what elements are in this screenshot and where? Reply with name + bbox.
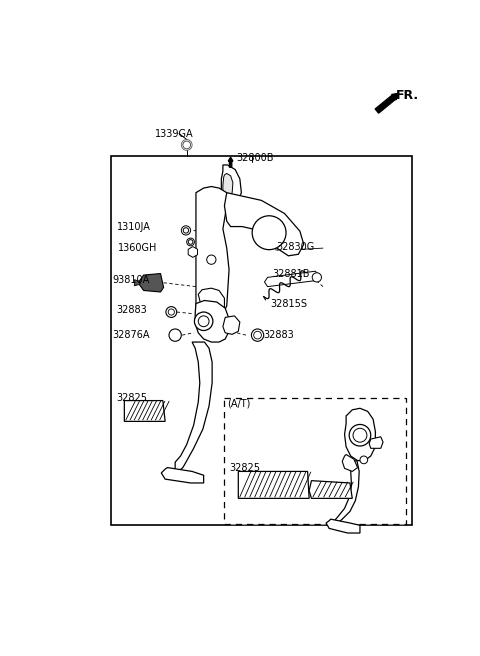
Circle shape <box>353 428 367 442</box>
Polygon shape <box>134 279 140 286</box>
FancyArrow shape <box>228 157 233 167</box>
Polygon shape <box>238 472 309 499</box>
Polygon shape <box>221 165 241 203</box>
Polygon shape <box>326 519 360 533</box>
Circle shape <box>183 141 191 149</box>
Text: 32800B: 32800B <box>237 153 274 163</box>
Circle shape <box>168 309 174 315</box>
Text: 1310JA: 1310JA <box>117 222 151 232</box>
Polygon shape <box>369 437 383 448</box>
Polygon shape <box>198 288 225 323</box>
Text: (A/T): (A/T) <box>228 399 251 409</box>
Polygon shape <box>225 193 304 256</box>
Polygon shape <box>161 468 204 483</box>
Circle shape <box>188 239 193 244</box>
Circle shape <box>198 316 209 327</box>
Polygon shape <box>223 173 233 198</box>
Text: 32876A: 32876A <box>112 330 149 340</box>
Circle shape <box>349 424 371 446</box>
Circle shape <box>169 329 181 341</box>
Circle shape <box>254 331 262 339</box>
Polygon shape <box>124 401 165 421</box>
Text: 32825: 32825 <box>117 393 148 403</box>
Circle shape <box>360 456 368 464</box>
Text: FR.: FR. <box>396 89 419 102</box>
Text: 32825: 32825 <box>229 463 260 474</box>
Circle shape <box>252 329 264 341</box>
Polygon shape <box>140 274 164 292</box>
Polygon shape <box>195 300 229 342</box>
Polygon shape <box>309 481 352 499</box>
Circle shape <box>181 226 191 235</box>
Polygon shape <box>196 186 229 316</box>
Text: 32881B: 32881B <box>272 270 310 279</box>
Polygon shape <box>345 408 375 461</box>
Text: 32883: 32883 <box>116 305 146 315</box>
Circle shape <box>183 228 189 233</box>
Polygon shape <box>334 461 359 523</box>
Text: 32815S: 32815S <box>271 299 308 310</box>
Text: 32830G: 32830G <box>276 241 314 252</box>
Circle shape <box>194 312 213 331</box>
Text: 93810A: 93810A <box>112 276 149 285</box>
Bar <box>111 155 411 525</box>
Polygon shape <box>175 342 212 472</box>
FancyArrow shape <box>375 93 398 113</box>
Polygon shape <box>188 247 198 257</box>
Circle shape <box>252 216 286 250</box>
Circle shape <box>166 306 177 318</box>
Circle shape <box>312 273 322 282</box>
Circle shape <box>207 255 216 264</box>
Polygon shape <box>264 271 320 287</box>
Polygon shape <box>223 316 240 335</box>
Bar <box>225 398 406 523</box>
Text: 32883: 32883 <box>264 330 294 340</box>
Circle shape <box>187 238 194 246</box>
Text: 1360GH: 1360GH <box>118 243 157 253</box>
Polygon shape <box>342 455 358 472</box>
Text: 1339GA: 1339GA <box>155 129 194 139</box>
